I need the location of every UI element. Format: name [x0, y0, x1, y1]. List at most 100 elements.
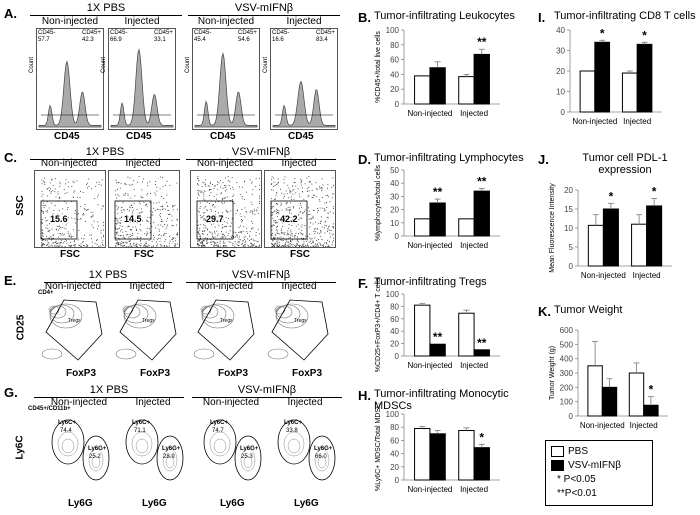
scatter-point [327, 245, 329, 247]
scatter-point [297, 243, 298, 245]
scatter-point [199, 190, 201, 192]
scatter-point [204, 244, 206, 246]
scatter-point [41, 245, 43, 247]
scatter-point [222, 245, 224, 246]
scatter-point [288, 245, 290, 247]
scatter-point [312, 217, 314, 219]
scatter-point [117, 242, 118, 244]
scatter-point [271, 206, 273, 208]
scatter-point [97, 194, 99, 196]
scatter-point [122, 202, 124, 203]
scatter-point [140, 240, 142, 242]
y-tick-label: 50 [390, 166, 399, 175]
category-label: Injected [633, 271, 661, 280]
y-tick-label: 40 [390, 70, 399, 79]
scatter-point [216, 193, 218, 195]
scatter-point [42, 199, 44, 201]
scatter-point [307, 245, 309, 247]
scatter-point [290, 239, 291, 241]
scatter-point [115, 232, 117, 234]
scatter-point [132, 234, 134, 236]
scatter-point [276, 212, 277, 214]
treg-gate-label: Tregs [142, 318, 155, 324]
scatter-point [257, 212, 259, 214]
scatter-point [120, 230, 122, 232]
scatter-point [159, 238, 161, 240]
scatter-point [77, 218, 79, 220]
scatter-point [276, 183, 278, 185]
scatter-point [121, 245, 123, 247]
contour-plot [112, 294, 182, 366]
scatter-point [84, 221, 86, 222]
bar-pbs [587, 224, 604, 267]
scatter-point [210, 208, 212, 210]
scatter-point [222, 198, 224, 200]
scatter-point [146, 231, 148, 233]
y-tick-label: 0 [569, 262, 574, 271]
scatter-point [227, 235, 229, 236]
scatter-point [301, 180, 303, 182]
scatter-point [283, 197, 285, 199]
scatter-point [117, 207, 119, 209]
scatter-point [78, 229, 80, 231]
gate-label-pos: CD45+ [154, 30, 173, 36]
scatter-point [221, 224, 223, 226]
legend-label-pbs: PBS [568, 445, 589, 457]
scatter-point [125, 241, 127, 243]
scatter-point [288, 237, 290, 239]
scatter-point [45, 211, 47, 213]
scatter-point [293, 182, 295, 184]
y-tick-label: 80 [390, 302, 399, 311]
scatter-point [244, 245, 246, 247]
scatter-point [79, 218, 81, 220]
scatter-x-axis-label: FSC [134, 249, 154, 260]
scatter-point [291, 239, 293, 241]
scatter-svg [114, 176, 178, 247]
scatter-point [49, 245, 51, 247]
scatter-point [222, 182, 224, 184]
scatter-point [295, 192, 297, 194]
y-tick-label: 0 [395, 100, 400, 109]
scatter-point [97, 196, 99, 198]
scatter-point [315, 196, 317, 198]
scatter-point [250, 210, 252, 212]
scatter-point [284, 176, 286, 178]
scatter-point [142, 178, 144, 180]
scatter-point [323, 208, 325, 210]
scatter-point [243, 238, 245, 240]
scatter-point [68, 181, 69, 183]
scatter-point [290, 241, 292, 243]
scatter-point [296, 240, 298, 242]
scatter-point [122, 242, 124, 244]
scatter-point [248, 239, 250, 241]
scatter-point [48, 187, 50, 189]
scatter-point [318, 209, 319, 211]
scatter-point [211, 235, 213, 237]
scatter-point [147, 232, 149, 234]
scatter-point [115, 223, 117, 225]
panel-c-label: C. [4, 150, 17, 165]
scatter-point [116, 232, 118, 234]
scatter-point [203, 217, 205, 219]
scatter-point [224, 242, 226, 244]
contour-ring [274, 305, 286, 315]
scatter-point [214, 241, 216, 243]
scatter-point [122, 231, 124, 233]
scatter-point [128, 184, 130, 186]
histogram-x-axis-label: CD45 [210, 131, 236, 142]
scatter-point [272, 224, 274, 226]
scatter-point [288, 241, 289, 243]
scatter-point [222, 212, 224, 214]
scatter-point [97, 221, 99, 223]
scatter-point [172, 209, 174, 211]
scatter-point [320, 222, 322, 224]
scatter-point [58, 225, 60, 227]
scatter-point [68, 245, 70, 246]
y-tick-label: 100 [386, 290, 400, 299]
scatter-point [281, 209, 283, 211]
scatter-point [100, 184, 102, 186]
scatter-point [159, 176, 161, 178]
scatter-point [117, 243, 119, 245]
scatter-point [156, 238, 158, 240]
scatter-point [333, 240, 334, 242]
